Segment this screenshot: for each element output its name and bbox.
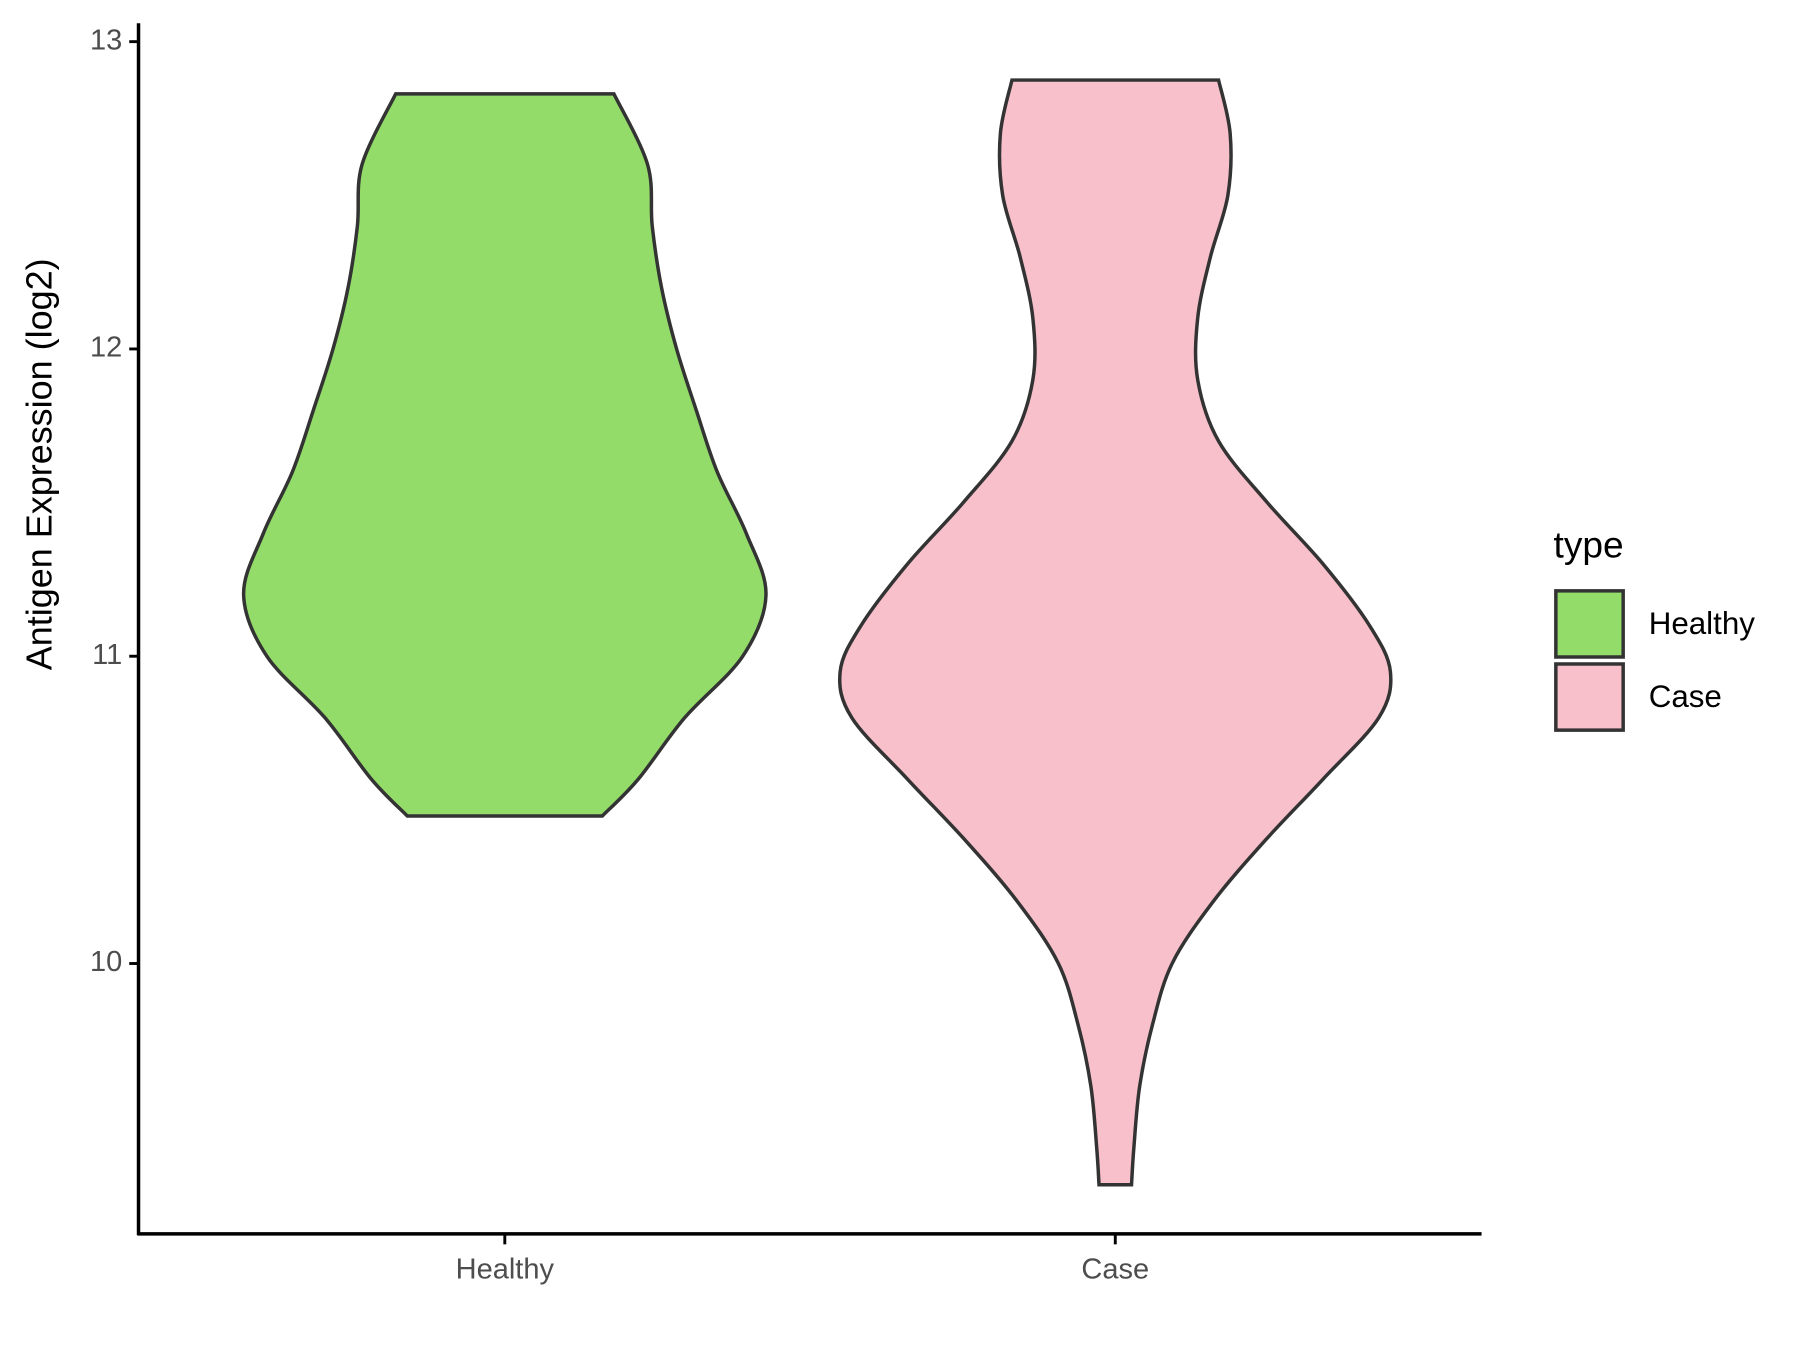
y-tick-label: 10 (90, 946, 122, 978)
x-tick-label: Case (1081, 1254, 1149, 1286)
legend-title: type (1554, 524, 1624, 566)
y-axis-title: Antigen Expression (log2) (19, 258, 60, 670)
legend-key (1554, 662, 1625, 732)
legend-label: Case (1649, 679, 1722, 714)
y-tick-label: 11 (92, 639, 122, 671)
violin (241, 92, 768, 818)
x-tick-label: Healthy (456, 1254, 555, 1286)
legend-key (1554, 589, 1625, 659)
y-tick-label: 12 (90, 332, 122, 364)
y-tick-label: 13 (90, 24, 122, 56)
legend-label: Healthy (1649, 606, 1756, 641)
violin (838, 78, 1393, 1187)
